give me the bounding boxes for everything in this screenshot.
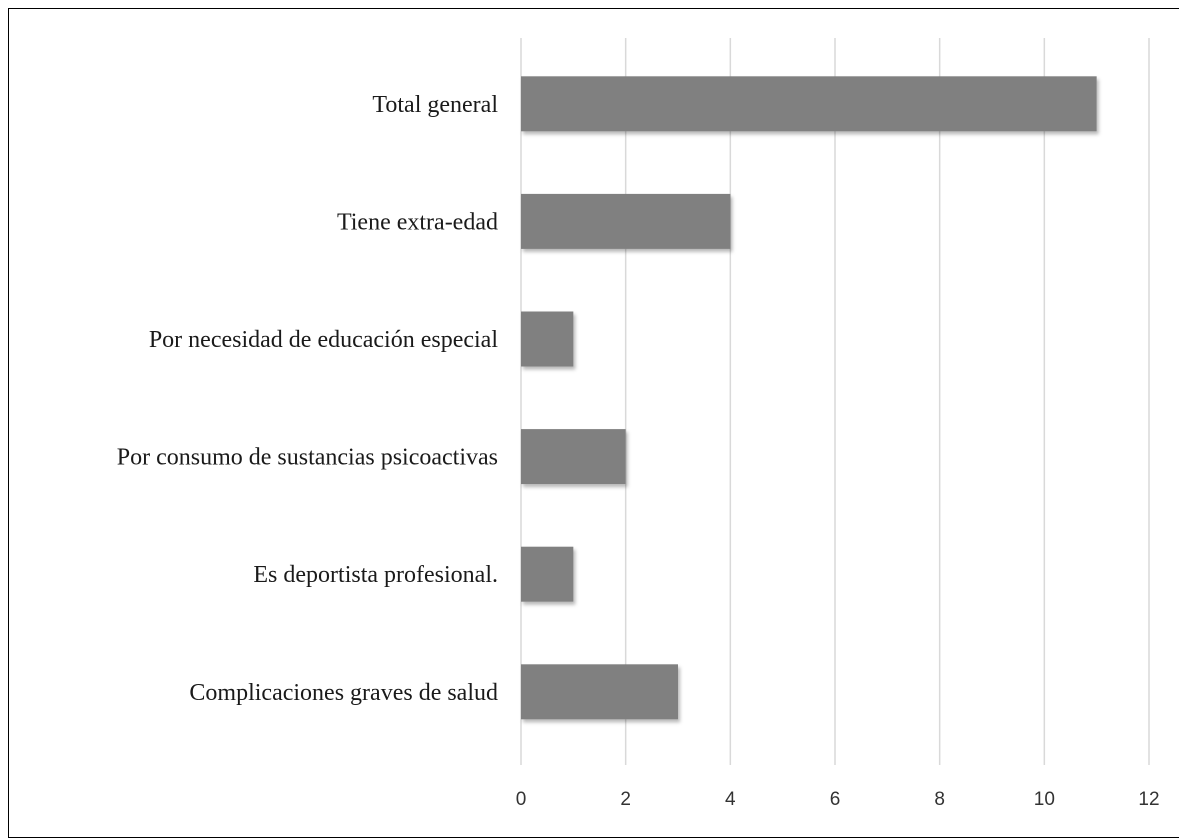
bar-2 xyxy=(521,311,574,367)
category-label-3: Por consumo de sustancias psicoactivas xyxy=(117,445,498,471)
bars xyxy=(521,76,1097,720)
category-label-2: Por necesidad de educación especial xyxy=(149,327,499,353)
category-label-4: Es deportista profesional. xyxy=(253,562,498,588)
x-tick-label-0: 0 xyxy=(516,789,527,810)
bar-4 xyxy=(521,546,574,602)
category-label-5: Complicaciones graves de salud xyxy=(189,680,498,706)
x-axis-tick-labels: 0 2 4 6 8 10 12 xyxy=(516,789,1160,810)
category-label-1: Tiene extra-edad xyxy=(337,209,498,235)
bar-1 xyxy=(521,193,731,249)
bar-chart: Total general Tiene extra-edad Por necesid… xyxy=(117,38,1160,810)
x-tick-label-4: 4 xyxy=(725,789,736,810)
x-tick-label-2: 2 xyxy=(620,789,631,810)
bar-5 xyxy=(521,664,678,720)
x-tick-label-12: 12 xyxy=(1138,789,1159,810)
category-labels: Total general Tiene extra-edad Por necesid… xyxy=(117,92,499,706)
x-tick-label-10: 10 xyxy=(1034,789,1055,810)
x-tick-label-8: 8 xyxy=(934,789,945,810)
bar-3 xyxy=(521,429,626,485)
bar-0 xyxy=(521,76,1097,132)
category-label-0: Total general xyxy=(372,92,498,118)
gridlines xyxy=(520,38,1150,765)
x-tick-label-6: 6 xyxy=(830,789,841,810)
